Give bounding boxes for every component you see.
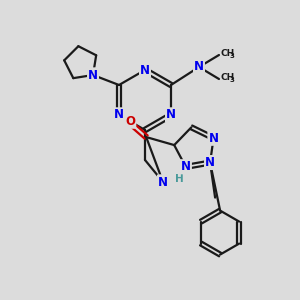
Text: N: N: [88, 68, 98, 82]
Text: N: N: [114, 109, 124, 122]
Text: 3: 3: [230, 77, 235, 83]
Text: N: N: [181, 160, 191, 173]
Text: 3: 3: [230, 53, 235, 59]
Text: N: N: [140, 64, 150, 76]
Text: N: N: [166, 109, 176, 122]
Text: N: N: [88, 68, 98, 82]
Text: N: N: [140, 64, 150, 76]
Text: N: N: [158, 176, 168, 188]
Text: N: N: [208, 132, 218, 145]
Text: N: N: [158, 176, 168, 188]
Text: N: N: [205, 156, 215, 169]
Text: O: O: [125, 115, 135, 128]
Text: N: N: [208, 132, 218, 145]
Text: CH: CH: [221, 50, 235, 58]
Text: CH: CH: [221, 74, 235, 82]
Text: N: N: [114, 109, 124, 122]
Text: O: O: [125, 115, 135, 128]
Text: N: N: [194, 61, 204, 74]
Text: H: H: [175, 174, 183, 184]
Text: H: H: [175, 174, 183, 184]
Text: N: N: [194, 61, 204, 74]
Text: N: N: [166, 109, 176, 122]
Text: N: N: [205, 156, 215, 169]
Text: N: N: [181, 160, 191, 173]
